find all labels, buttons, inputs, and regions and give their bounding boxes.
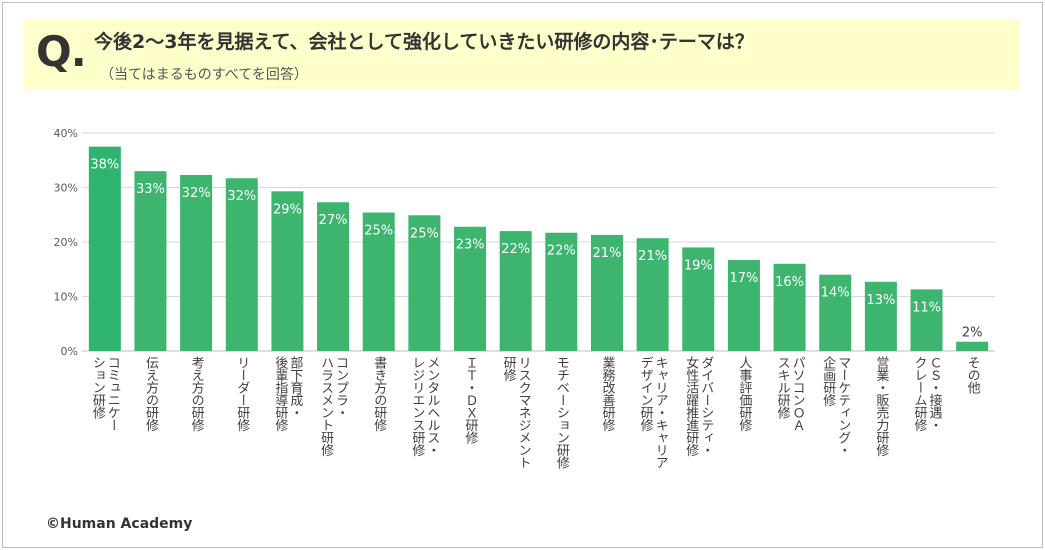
data-label: 25% bbox=[410, 226, 439, 241]
bar bbox=[454, 226, 487, 351]
bar bbox=[910, 289, 943, 351]
data-label: 29% bbox=[273, 202, 302, 217]
bar bbox=[134, 171, 167, 351]
bar bbox=[180, 174, 213, 351]
category-label: 業務改善研修 bbox=[599, 355, 615, 432]
category-label: 営業・販売力研修 bbox=[873, 356, 889, 457]
data-label: 32% bbox=[182, 186, 211, 201]
category-label: その他 bbox=[965, 356, 981, 395]
data-label: 27% bbox=[319, 213, 348, 228]
category-label: パソコンＯＡ bbox=[790, 356, 806, 431]
question-mark: Q. bbox=[36, 27, 87, 76]
category-label: スキル研修 bbox=[775, 356, 791, 419]
data-label: 17% bbox=[729, 271, 758, 286]
category-label: モチベーション研修 bbox=[554, 356, 570, 469]
bar bbox=[271, 191, 304, 351]
bar bbox=[317, 202, 350, 351]
category-label: クレーム研修 bbox=[912, 356, 928, 432]
category-label: ＣＳ・接遇・ bbox=[927, 356, 943, 431]
data-label: 32% bbox=[227, 189, 256, 204]
copyright-text: ©Human Academy bbox=[46, 516, 193, 532]
category-label: 書き方の研修 bbox=[371, 356, 387, 432]
category-label: 女性活躍推進研修 bbox=[683, 355, 699, 457]
data-label: 33% bbox=[136, 182, 165, 197]
category-label: デザイン研修 bbox=[638, 356, 654, 432]
data-label: 13% bbox=[866, 293, 895, 308]
category-label: マーケティング・ bbox=[835, 356, 851, 456]
bar bbox=[636, 238, 669, 351]
y-tick-label: 30% bbox=[54, 182, 78, 195]
data-label: 11% bbox=[912, 300, 941, 315]
category-label: リスクマネジメント bbox=[516, 356, 531, 469]
data-label: 23% bbox=[456, 238, 485, 253]
category-label: 考え方の研修 bbox=[189, 356, 205, 432]
category-label: ＩＴ・ＤＸ研修 bbox=[463, 356, 479, 444]
data-label: 22% bbox=[501, 242, 530, 257]
question-header: Q. 今後2～3年を見据えて、会社として強化していきたい研修の内容･テーマは？ … bbox=[24, 19, 1020, 90]
category-label: レジリエンス研修 bbox=[409, 356, 425, 457]
question-subtitle: （当てはまるものすべてを回答） bbox=[100, 67, 308, 83]
bar bbox=[362, 212, 395, 351]
bar bbox=[408, 215, 441, 351]
category-label: 後輩指導研修 bbox=[272, 356, 288, 432]
y-tick-label: 40% bbox=[54, 127, 78, 140]
bar bbox=[590, 234, 623, 351]
data-label: 2% bbox=[962, 326, 983, 341]
category-label: キャリア・キャリア bbox=[653, 356, 668, 469]
data-label: 38% bbox=[90, 158, 119, 173]
category-label: ハラスメント研修 bbox=[318, 356, 334, 457]
bar bbox=[88, 146, 121, 351]
bar bbox=[499, 231, 532, 351]
data-label: 22% bbox=[547, 244, 576, 259]
bar bbox=[864, 281, 897, 351]
data-label: 21% bbox=[593, 246, 622, 261]
y-tick-label: 20% bbox=[54, 236, 78, 249]
category-label: 部下育成・ bbox=[287, 356, 303, 419]
data-label: 19% bbox=[684, 258, 713, 273]
category-label: 研修 bbox=[501, 356, 517, 382]
category-label: 人事評価研修 bbox=[736, 356, 752, 432]
category-label: コミュニケー bbox=[105, 356, 120, 431]
category-label: 伝え方の研修 bbox=[143, 356, 159, 432]
data-label: 16% bbox=[775, 275, 804, 290]
data-label: 14% bbox=[821, 286, 850, 301]
category-label: ダイバーシティ・ bbox=[698, 356, 714, 456]
y-tick-label: 10% bbox=[54, 291, 78, 304]
bar bbox=[819, 274, 852, 351]
question-title: 今後2～3年を見据えて、会社として強化していきたい研修の内容･テーマは？ bbox=[94, 31, 754, 53]
category-label: コンプラ・ bbox=[333, 356, 348, 419]
category-label: リーダー研修 bbox=[234, 356, 250, 432]
bar bbox=[682, 247, 715, 351]
category-label: ション研修 bbox=[90, 356, 106, 419]
category-label: メンタルヘルス・ bbox=[424, 356, 440, 456]
category-label: 企画研修 bbox=[820, 355, 836, 407]
bar bbox=[773, 263, 806, 351]
bar bbox=[727, 259, 760, 351]
bar bbox=[225, 178, 258, 351]
bar bbox=[956, 341, 989, 351]
bar bbox=[545, 232, 578, 351]
data-label: 25% bbox=[364, 224, 393, 239]
data-label: 21% bbox=[638, 249, 667, 264]
y-tick-label: 0% bbox=[61, 345, 78, 358]
